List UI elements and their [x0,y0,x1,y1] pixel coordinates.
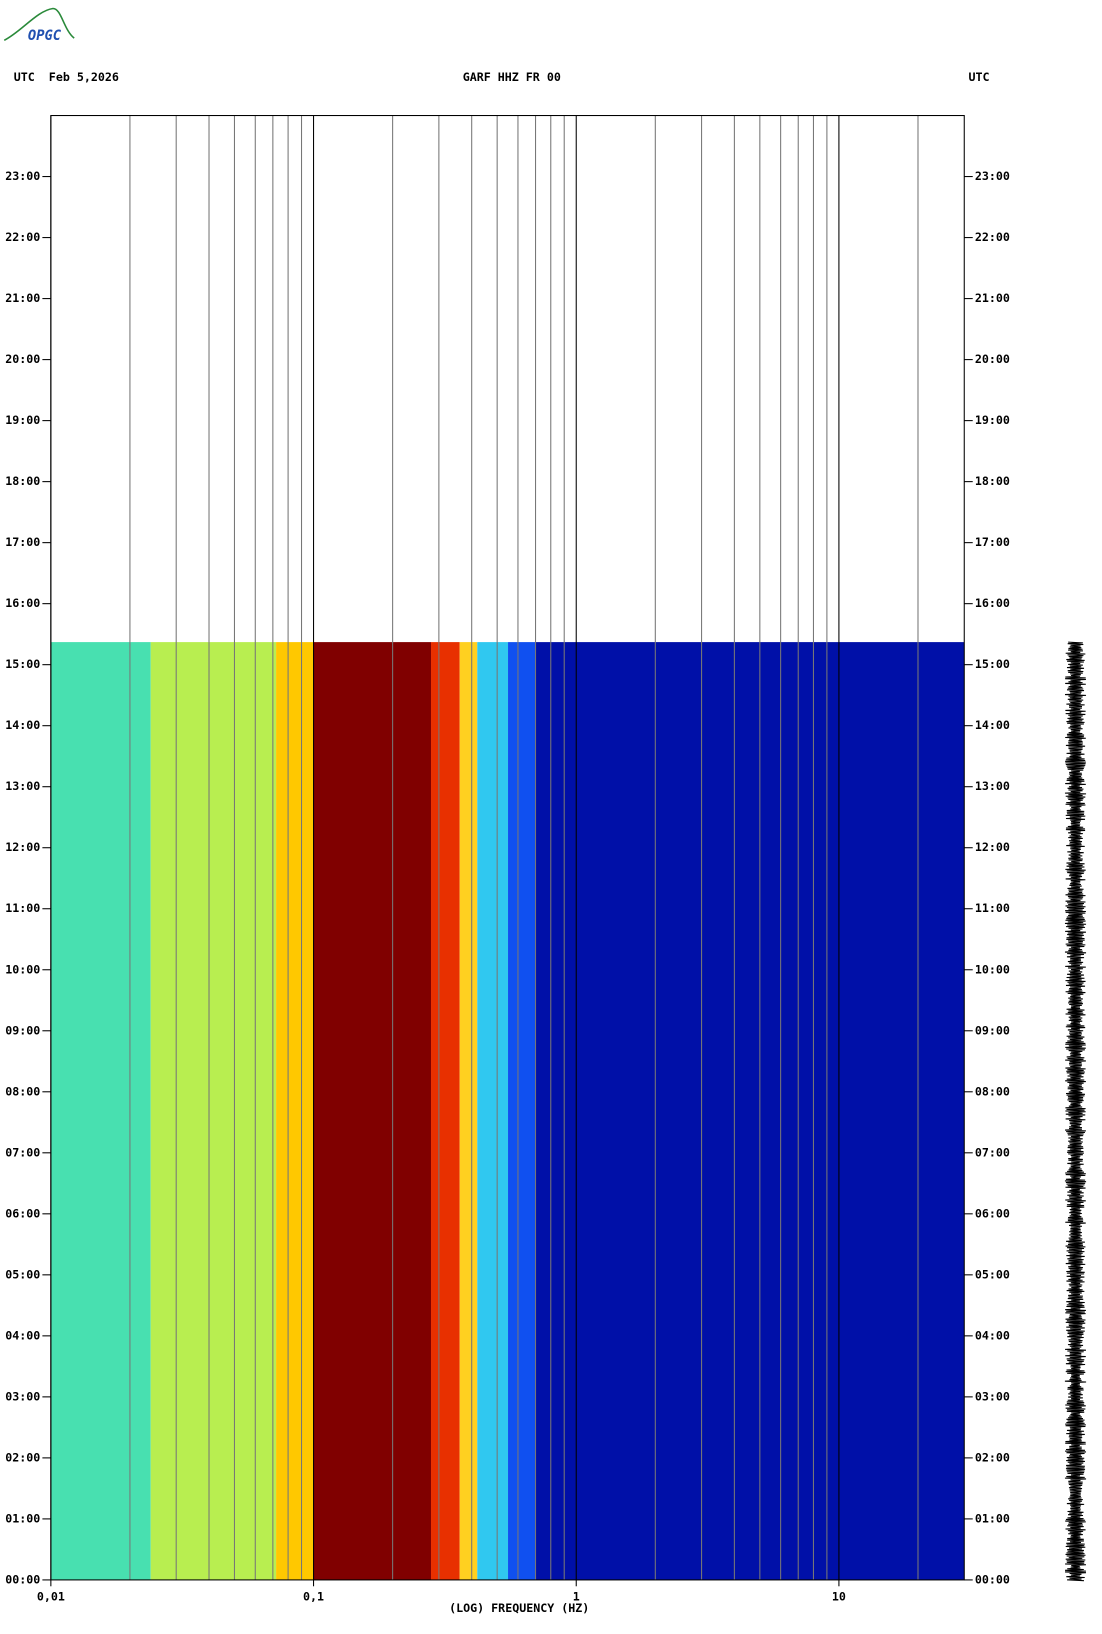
y-tick-label: 21:00 [975,291,1010,305]
y-tick-label: 08:00 [975,1084,1010,1098]
y-tick-label: 09:00 [975,1023,1010,1037]
y-tick-label: 13:00 [5,779,40,793]
y-tick-label: 05:00 [975,1267,1010,1281]
spectrum-band [431,642,460,1580]
spectrum-band [313,642,432,1580]
spectrum-band [50,642,151,1580]
y-tick-label: 18:00 [975,474,1010,488]
x-tick-label: 1 [573,1589,580,1603]
spectrum-band [535,642,965,1580]
right-header: UTC [968,70,989,84]
logo: OPGC [28,28,62,44]
y-tick-label: 06:00 [975,1206,1010,1220]
y-tick-label: 21:00 [5,291,40,305]
x-tick-label: 0,01 [37,1589,65,1603]
y-tick-label: 07:00 [5,1145,40,1159]
y-tick-label: 15:00 [5,657,40,671]
x-tick-label: 0,1 [303,1589,324,1603]
spectrum-band [477,642,509,1580]
seismic-trace [1064,641,1087,1582]
spectrum-band [276,642,314,1580]
y-tick-label: 09:00 [5,1023,40,1037]
plot-frame [50,115,965,1581]
y-tick-label: 10:00 [975,962,1010,976]
y-tick-label: 04:00 [5,1328,40,1342]
y-tick-label: 12:00 [975,840,1010,854]
spectrum-band [459,642,478,1580]
y-tick-label: 13:00 [975,779,1010,793]
y-tick-label: 05:00 [5,1267,40,1281]
y-tick-label: 00:00 [5,1572,40,1586]
y-tick-label: 11:00 [5,901,40,915]
y-tick-label: 10:00 [5,962,40,976]
y-tick-label: 20:00 [975,352,1010,366]
spectrum-band [508,642,536,1580]
y-tick-label: 01:00 [975,1511,1010,1525]
y-tick-label: 20:00 [5,352,40,366]
y-tick-label: 00:00 [975,1572,1010,1586]
y-tick-label: 17:00 [5,535,40,549]
y-tick-label: 15:00 [975,657,1010,671]
y-tick-label: 17:00 [975,535,1010,549]
y-tick-label: 02:00 [5,1450,40,1464]
y-tick-label: 23:00 [5,169,40,183]
y-tick-label: 22:00 [5,230,40,244]
logo-curve [3,7,75,42]
y-tick-label: 04:00 [975,1328,1010,1342]
chart-title: GARF HHZ FR 00 [463,70,561,84]
y-tick-label: 01:00 [5,1511,40,1525]
y-tick-label: 19:00 [5,413,40,427]
x-tick-label: 10 [832,1589,846,1603]
y-tick-label: 11:00 [975,901,1010,915]
y-tick-label: 08:00 [5,1084,40,1098]
x-axis-label: (LOG) FREQUENCY (HZ) [449,1601,589,1615]
y-tick-label: 22:00 [975,230,1010,244]
y-tick-label: 07:00 [975,1145,1010,1159]
y-tick-label: 03:00 [5,1389,40,1403]
y-tick-label: 19:00 [975,413,1010,427]
y-tick-label: 12:00 [5,840,40,854]
y-tick-label: 16:00 [5,596,40,610]
y-tick-label: 02:00 [975,1450,1010,1464]
left-header: UTC Feb 5,2026 [14,70,119,84]
y-tick-label: 14:00 [5,718,40,732]
y-tick-label: 18:00 [5,474,40,488]
spectrum-band [150,642,277,1580]
y-tick-label: 06:00 [5,1206,40,1220]
y-tick-label: 03:00 [975,1389,1010,1403]
y-tick-label: 14:00 [975,718,1010,732]
y-tick-label: 16:00 [975,596,1010,610]
y-tick-label: 23:00 [975,169,1010,183]
